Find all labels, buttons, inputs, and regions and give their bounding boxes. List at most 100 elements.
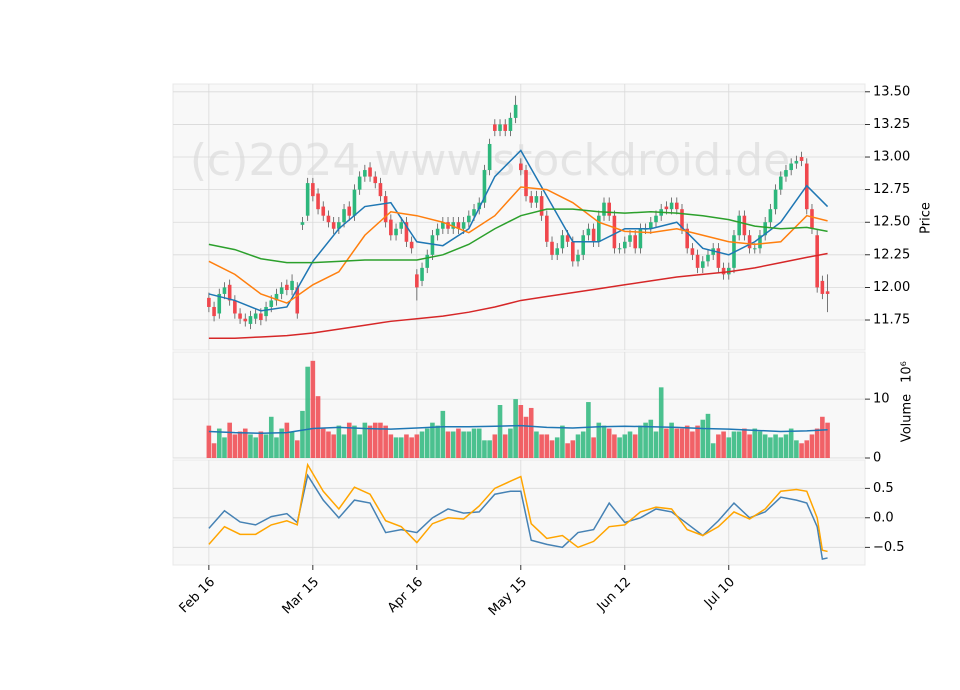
volume-bar: [300, 410, 305, 458]
volume-bar: [612, 434, 617, 458]
volume-bar: [440, 410, 446, 458]
volume-bar: [430, 422, 435, 458]
candle-body: [326, 215, 331, 223]
volume-bar: [435, 425, 440, 458]
candle-body: [820, 280, 825, 294]
volume-bar: [487, 440, 492, 458]
y-tick-label: 13.25: [873, 117, 910, 132]
volume-bar: [820, 416, 825, 458]
candle-body: [513, 104, 518, 118]
volume-bar: [762, 434, 768, 458]
volume-bar: [445, 431, 451, 458]
volume-bar: [565, 443, 570, 458]
volume-bar: [268, 416, 274, 458]
volume-bar: [731, 431, 737, 458]
volume-bar: [482, 440, 487, 458]
candle-body: [638, 228, 643, 249]
volume-bar: [601, 425, 607, 458]
candle-body: [628, 235, 632, 242]
candle-body: [716, 248, 721, 268]
y-tick-label: 12.50: [873, 215, 910, 230]
volume-bar: [289, 431, 295, 458]
candle-body: [571, 241, 575, 262]
candle-body: [669, 202, 674, 210]
candle-body: [607, 202, 612, 216]
volume-bar: [284, 422, 290, 458]
y-tick-label: 13.00: [873, 150, 910, 165]
candle-body: [467, 215, 471, 223]
volume-bar: [523, 416, 529, 458]
candle-body: [389, 219, 393, 236]
candle-body: [477, 202, 482, 210]
volume-bar: [315, 396, 321, 458]
volume-bar: [279, 428, 284, 458]
candle-body: [253, 313, 258, 319]
volume-bar: [237, 431, 243, 458]
volume-bar: [414, 434, 420, 458]
volume-bar: [372, 422, 378, 458]
candle-body: [617, 248, 622, 250]
candle-body: [586, 228, 591, 236]
candle-body: [758, 235, 762, 249]
candle-body: [305, 183, 310, 216]
candle-body: [498, 124, 502, 131]
volume-offset-label: 10⁶: [900, 361, 915, 383]
candle-body: [441, 222, 445, 229]
volume-bar: [736, 431, 742, 458]
volume-bar: [684, 425, 690, 458]
volume-bar: [554, 437, 560, 458]
candle-body: [415, 274, 419, 288]
volume-bar: [669, 422, 674, 458]
candle-body: [565, 235, 570, 242]
volume-bar: [367, 425, 373, 458]
volume-bar: [352, 425, 357, 458]
volume-bar: [404, 434, 409, 458]
candle-body: [612, 215, 617, 249]
candle-body: [763, 222, 767, 236]
volume-bar: [211, 443, 217, 458]
volume-bar: [705, 413, 711, 458]
volume-bar: [461, 431, 466, 458]
candle-body: [430, 235, 435, 255]
candle-body: [555, 248, 560, 255]
candle-body: [352, 189, 357, 216]
candle-body: [311, 183, 315, 197]
candle-body: [648, 222, 653, 229]
candle-body: [357, 176, 362, 190]
volume-bar: [518, 405, 524, 458]
volume-bar: [768, 437, 773, 458]
candle-body: [425, 254, 430, 268]
candle-body: [768, 209, 773, 223]
volume-bar: [591, 437, 596, 458]
y-tick-label: 0.0: [873, 510, 894, 525]
candle-body: [472, 209, 476, 216]
volume-bar: [539, 434, 544, 458]
candle-body: [435, 228, 440, 236]
volume-bar: [794, 440, 799, 458]
y-tick-label: 0.5: [873, 481, 894, 496]
y-tick-label: 13.50: [873, 84, 910, 99]
volume-bar: [341, 434, 347, 458]
volume-bar: [248, 434, 253, 458]
candle-body: [493, 124, 497, 131]
volume-bar: [450, 431, 456, 458]
candle-body: [368, 167, 372, 177]
volume-bar: [544, 434, 550, 458]
volume-bar: [216, 428, 222, 458]
volume-bar: [378, 422, 383, 458]
candle-body: [321, 206, 326, 216]
candle-body: [825, 291, 830, 294]
volume-bar: [528, 407, 534, 458]
volume-bar: [294, 440, 300, 458]
candle-body: [597, 215, 601, 242]
volume-bar: [799, 443, 804, 458]
candle-body: [560, 235, 565, 249]
volume-bar: [409, 437, 414, 458]
volume-bar: [700, 419, 706, 458]
moving-average-line: [208, 208, 828, 264]
candle-body: [576, 254, 580, 262]
price-axis-label: Price: [919, 202, 934, 234]
volume-bar: [232, 434, 238, 458]
candle-body: [227, 284, 232, 301]
volume-bar: [206, 425, 212, 458]
